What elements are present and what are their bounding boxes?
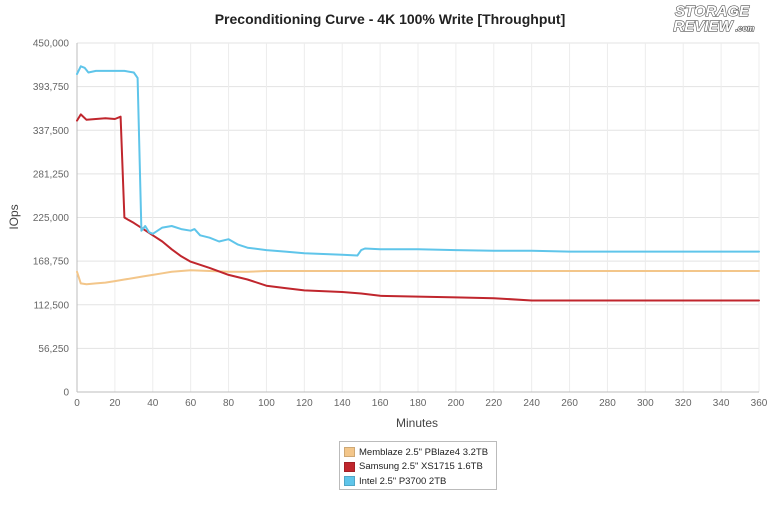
y-tick-label: 281,250 bbox=[33, 169, 70, 180]
legend-item-intel: Intel 2.5" P3700 2TB bbox=[344, 474, 492, 489]
y-tick-label: 56,250 bbox=[38, 344, 69, 355]
legend-swatch-samsung bbox=[344, 461, 355, 472]
y-tick-label: 337,500 bbox=[33, 126, 70, 137]
legend-label-intel: Intel 2.5" P3700 2TB bbox=[359, 475, 447, 487]
series-line-memblaze bbox=[76, 269, 760, 286]
y-tick-label: 450,000 bbox=[33, 39, 70, 50]
logo-line1: STORAGE bbox=[675, 3, 750, 20]
x-tick-label: 0 bbox=[74, 398, 80, 409]
x-tick-label: 340 bbox=[713, 398, 730, 409]
y-tick-label: 112,500 bbox=[34, 300, 70, 311]
legend-label-memblaze: Memblaze 2.5" PBlaze4 3.2TB bbox=[359, 446, 489, 458]
x-tick-label: 240 bbox=[523, 398, 540, 409]
legend: Memblaze 2.5" PBlaze4 3.2TB Samsung 2.5"… bbox=[339, 441, 497, 490]
logo-line2: REVIEW bbox=[673, 18, 734, 35]
y-tick-label: 0 bbox=[63, 388, 69, 399]
x-tick-label: 20 bbox=[109, 398, 121, 409]
x-tick-label: 300 bbox=[637, 398, 654, 409]
x-axis-label: Minutes bbox=[396, 416, 438, 430]
x-tick-label: 180 bbox=[410, 398, 427, 409]
x-tick-label: 280 bbox=[599, 398, 616, 409]
x-tick-label: 140 bbox=[334, 398, 351, 409]
x-tick-label: 100 bbox=[258, 398, 275, 409]
storagereview-logo: STORAGE REVIEW .com bbox=[673, 2, 755, 35]
series-lines bbox=[76, 65, 760, 302]
x-tick-label: 200 bbox=[448, 398, 465, 409]
series-line-samsung bbox=[76, 113, 760, 302]
y-tick-label: 393,750 bbox=[33, 82, 70, 93]
legend-item-samsung: Samsung 2.5" XS1715 1.6TB bbox=[344, 460, 492, 475]
legend-item-memblaze: Memblaze 2.5" PBlaze4 3.2TB bbox=[344, 445, 492, 460]
axes bbox=[76, 43, 759, 393]
legend-swatch-memblaze bbox=[344, 447, 355, 458]
y-tick-label: 168,750 bbox=[33, 257, 70, 268]
x-tick-label: 80 bbox=[223, 398, 235, 409]
gridlines bbox=[76, 42, 760, 393]
y-axis-label: IOps bbox=[7, 204, 21, 229]
x-tick-label: 160 bbox=[372, 398, 389, 409]
x-tick-label: 220 bbox=[485, 398, 502, 409]
chart-title: Preconditioning Curve - 4K 100% Write [T… bbox=[215, 11, 566, 27]
x-tick-label: 120 bbox=[296, 398, 313, 409]
logo-suffix: .com bbox=[736, 24, 755, 33]
x-tick-label: 260 bbox=[561, 398, 578, 409]
x-tick-label: 320 bbox=[675, 398, 692, 409]
x-tick-label: 360 bbox=[751, 398, 768, 409]
legend-label-samsung: Samsung 2.5" XS1715 1.6TB bbox=[359, 461, 483, 473]
x-tick-label: 60 bbox=[185, 398, 197, 409]
x-tick-label: 40 bbox=[147, 398, 159, 409]
legend-swatch-intel bbox=[344, 476, 355, 487]
series-line-intel bbox=[76, 65, 760, 257]
tick-labels: 0 56,250 112,500 168,750 225,000 281,250 337,5… bbox=[33, 39, 768, 410]
y-tick-label: 225,000 bbox=[33, 213, 70, 224]
